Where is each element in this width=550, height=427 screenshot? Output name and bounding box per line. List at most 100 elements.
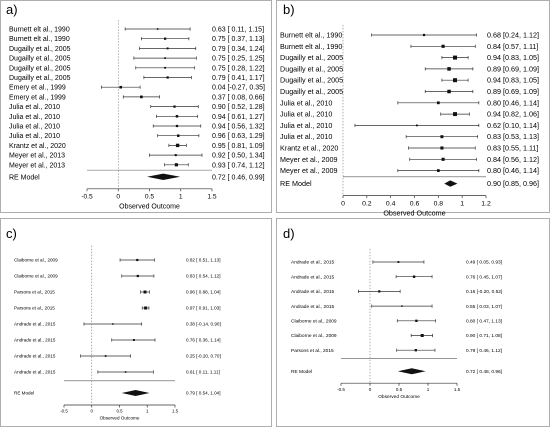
point-estimate xyxy=(447,89,451,94)
summary-label: RE Model xyxy=(291,369,312,375)
study-label: Julia et al., 2010 xyxy=(9,123,60,130)
study-label: Burnett elt al., 1990 xyxy=(9,36,70,43)
point-estimate xyxy=(124,371,127,373)
estimate-text: 0.76 [ 0.45, 1.07] xyxy=(466,274,502,280)
estimate-text: 0.83 [0.55, 1.11] xyxy=(487,144,538,153)
summary-label: RE Model xyxy=(14,391,34,396)
study-label: Claiborne et al., 2009 xyxy=(14,274,58,279)
x-tick-label: 0 xyxy=(341,200,345,207)
study-label: Emery et al., 1999 xyxy=(9,85,66,92)
point-estimate xyxy=(453,55,458,60)
study-label: Julia et al., 2010 xyxy=(9,133,60,140)
summary-diamond xyxy=(121,390,150,396)
summary-estimate-text: 0.79 [ 0.54, 1.04] xyxy=(186,391,220,396)
estimate-text: 0.80 [0.46, 1.14] xyxy=(487,98,539,107)
study-label: Emery et al., 1999 xyxy=(9,94,66,101)
summary-diamond xyxy=(147,173,181,180)
point-estimate xyxy=(144,306,148,310)
study-label: Andrade et al., 2015 xyxy=(291,260,335,266)
x-tick-label: 0.5 xyxy=(145,193,155,200)
estimate-text: 0.95 [ 0.81, 1.09] xyxy=(212,143,265,150)
point-estimate xyxy=(453,78,458,83)
study-label: Claiborne et al., 2009 xyxy=(14,258,58,263)
point-estimate xyxy=(447,67,451,71)
estimate-text: 0.84 [0.56, 1.12] xyxy=(487,155,539,164)
x-tick-label: 1 xyxy=(427,387,430,392)
estimate-text: 0.84 [0.57, 1.11] xyxy=(487,42,538,51)
study-label: Julia et al., 2010 xyxy=(280,132,332,141)
point-estimate xyxy=(119,85,123,89)
point-estimate xyxy=(156,28,159,30)
point-estimate xyxy=(378,290,381,293)
study-label: Julia et al., 2010 xyxy=(280,98,332,107)
study-label: Claiborne et al., 2009 xyxy=(291,333,337,339)
estimate-text: 0.55 [ 0.03, 1.07] xyxy=(466,304,502,310)
point-estimate xyxy=(104,355,107,357)
point-estimate xyxy=(397,261,400,263)
point-estimate xyxy=(420,334,424,337)
study-label: Andrade et al., 2015 xyxy=(14,338,56,343)
study-label: Meyer et al., 2013 xyxy=(9,162,65,169)
estimate-text: 0.94 [0.83, 1.05] xyxy=(487,53,539,62)
summary-estimate-text: 0.72 [ 0.46, 0.99] xyxy=(212,174,265,181)
estimate-text: 0.90 [ 0.71, 1.08] xyxy=(466,333,502,339)
estimate-text: 0.83 [ 0.54, 1.12] xyxy=(186,274,220,279)
study-label: Dugailly et al., 2005 xyxy=(280,64,343,73)
study-label: Dugailly et al., 2005 xyxy=(280,87,343,96)
point-estimate xyxy=(112,323,114,325)
study-label: Julia et al., 2010 xyxy=(9,114,60,121)
study-label: Andrade et al., 2015 xyxy=(291,274,335,280)
estimate-text: 0.89 [0.69, 1.09] xyxy=(487,64,539,73)
estimate-text: 0.79 [ 0.41, 1.17] xyxy=(212,75,265,82)
x-tick-label: 0 xyxy=(116,193,120,200)
point-estimate xyxy=(136,274,139,278)
x-tick-label: 0.6 xyxy=(410,200,420,207)
estimate-text: 0.38 [-0.14, 0.90] xyxy=(186,322,221,327)
study-label: Burnett elt al., 1990 xyxy=(9,26,70,33)
study-label: Dugailly et al., 2005 xyxy=(9,75,71,82)
x-tick-label: 1.5 xyxy=(454,387,461,392)
estimate-text: 0.90 [ 0.52, 1.28] xyxy=(212,104,265,111)
summary-label: RE Model xyxy=(280,179,312,188)
estimate-text: 0.94 [0.82, 1.06] xyxy=(487,110,539,119)
panel-letter: d) xyxy=(283,226,295,241)
study-label: Dugailly et al., 2005 xyxy=(9,65,71,72)
study-label: Julia et al., 2010 xyxy=(280,110,332,119)
forest-panel-4: d) Andrade et al., 2015 0.49 [ 0.05, 0.93]… xyxy=(276,218,550,427)
point-estimate xyxy=(174,163,178,167)
point-estimate xyxy=(163,37,167,40)
study-label: Krantz et al., 2020 xyxy=(9,143,66,150)
study-label: Julia et al., 2010 xyxy=(280,121,332,130)
study-label: Meyer et al., 2013 xyxy=(9,153,65,160)
point-estimate xyxy=(136,258,139,262)
estimate-text: 0.93 [ 0.74, 1.12] xyxy=(212,162,265,169)
study-label: Dugailly et al., 2005 xyxy=(9,46,71,53)
point-estimate xyxy=(440,135,444,139)
estimate-text: 0.76 [ 0.36, 1.14] xyxy=(186,338,220,343)
x-tick-label: 1.2 xyxy=(481,200,491,207)
point-estimate xyxy=(164,57,166,59)
estimate-text: 0.37 [ 0.08, 0.66] xyxy=(212,94,265,101)
estimate-text: 0.61 [ 0.11, 1.11] xyxy=(186,370,220,375)
x-tick-label: 0.8 xyxy=(434,200,444,207)
estimate-text: 0.94 [ 0.56, 1.32] xyxy=(212,123,265,130)
summary-label: RE Model xyxy=(9,174,40,181)
estimate-text: 0.49 [ 0.05, 0.93] xyxy=(466,260,502,266)
forest-panel-2: b) Burnett elt al., 1990 0.68 [0.24, 1.12]… xyxy=(276,0,550,218)
x-tick-label: 1.5 xyxy=(207,193,217,200)
estimate-text: 0.97 [ 0.91, 1.03] xyxy=(186,306,220,311)
x-tick-label: 0.5 xyxy=(396,387,403,392)
x-tick-label: -0.5 xyxy=(337,387,345,392)
study-label: Burnett elt al., 1990 xyxy=(280,42,342,51)
panel-letter: c) xyxy=(6,226,17,241)
point-estimate xyxy=(175,143,180,148)
study-label: Parsons et al., 2015 xyxy=(14,290,55,295)
summary-estimate-text: 0.90 [0.85, 0.96] xyxy=(487,179,539,188)
x-tick-label: 0 xyxy=(369,387,372,392)
study-label: Andrade et al., 2015 xyxy=(291,289,335,295)
estimate-text: 0.75 [ 0.37, 1.13] xyxy=(212,36,265,43)
point-estimate xyxy=(140,95,143,99)
point-estimate xyxy=(440,146,444,150)
study-label: Andrade et al., 2015 xyxy=(14,354,56,359)
